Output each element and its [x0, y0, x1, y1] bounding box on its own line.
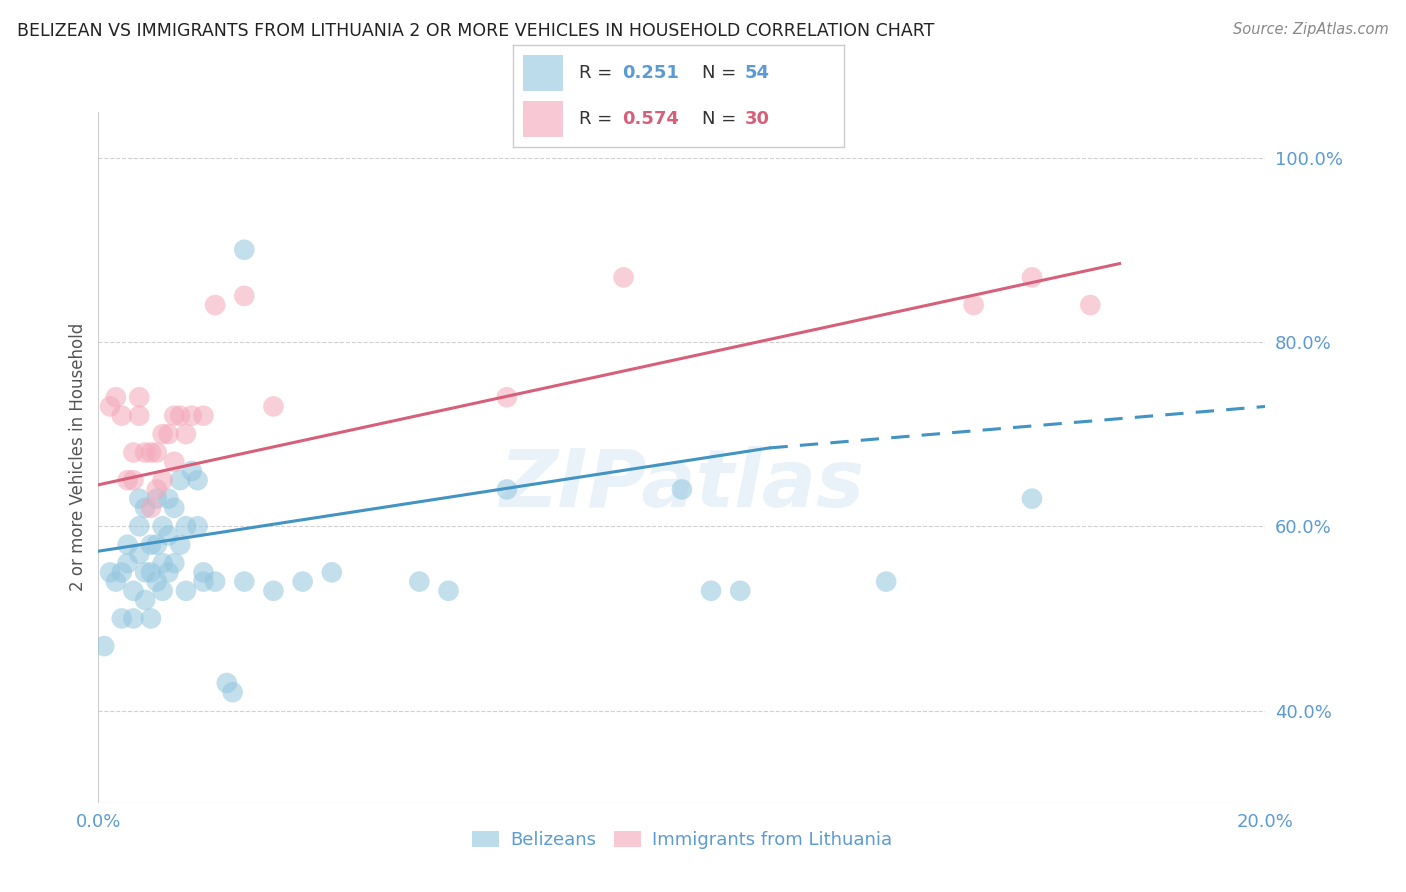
Point	[875, 574, 897, 589]
Point	[157, 427, 180, 442]
Point	[128, 519, 150, 533]
Point	[122, 445, 145, 459]
Point	[169, 409, 191, 423]
Point	[139, 538, 162, 552]
Text: N =: N =	[702, 110, 741, 128]
Point	[152, 473, 174, 487]
Point	[233, 243, 256, 257]
Point	[122, 473, 145, 487]
Text: BELIZEAN VS IMMIGRANTS FROM LITHUANIA 2 OR MORE VEHICLES IN HOUSEHOLD CORRELATIO: BELIZEAN VS IMMIGRANTS FROM LITHUANIA 2 …	[17, 22, 934, 40]
Text: 0.574: 0.574	[623, 110, 679, 128]
Text: N =: N =	[702, 64, 741, 82]
Point	[146, 483, 169, 497]
Point	[204, 298, 226, 312]
Point	[152, 583, 174, 598]
Text: ZIPatlas: ZIPatlas	[499, 446, 865, 524]
Point	[221, 685, 243, 699]
Point	[98, 400, 121, 414]
Point	[117, 473, 139, 487]
Point	[104, 390, 127, 404]
Point	[152, 427, 174, 442]
Point	[157, 491, 180, 506]
Point	[122, 611, 145, 625]
Point	[612, 270, 634, 285]
Point	[146, 538, 169, 552]
Point	[163, 500, 186, 515]
Point	[1021, 491, 1043, 506]
Point	[187, 519, 209, 533]
Point	[169, 473, 191, 487]
Point	[111, 409, 134, 423]
Point	[321, 566, 343, 580]
Point	[262, 583, 284, 598]
Point	[174, 583, 197, 598]
Bar	[523, 101, 562, 137]
Text: 54: 54	[745, 64, 769, 82]
Point	[117, 538, 139, 552]
Point	[1021, 270, 1043, 285]
Point	[146, 445, 169, 459]
Point	[730, 583, 752, 598]
Point	[193, 566, 215, 580]
Point	[134, 445, 156, 459]
Point	[111, 611, 134, 625]
Point	[233, 574, 256, 589]
Point	[134, 566, 156, 580]
Text: Source: ZipAtlas.com: Source: ZipAtlas.com	[1233, 22, 1389, 37]
Point	[1080, 298, 1102, 312]
Point	[180, 464, 202, 478]
Point	[291, 574, 314, 589]
Bar	[523, 55, 562, 91]
Point	[146, 491, 169, 506]
Point	[174, 427, 197, 442]
Point	[163, 455, 186, 469]
Point	[117, 556, 139, 570]
Point	[111, 566, 134, 580]
Y-axis label: 2 or more Vehicles in Household: 2 or more Vehicles in Household	[69, 323, 87, 591]
Point	[163, 409, 186, 423]
Point	[134, 500, 156, 515]
Point	[496, 390, 519, 404]
Point	[104, 574, 127, 589]
Point	[139, 500, 162, 515]
Point	[139, 611, 162, 625]
Point	[152, 556, 174, 570]
Point	[437, 583, 460, 598]
Point	[152, 519, 174, 533]
Point	[408, 574, 430, 589]
Point	[93, 639, 115, 653]
Point	[496, 483, 519, 497]
Text: 0.251: 0.251	[623, 64, 679, 82]
Legend: Belizeans, Immigrants from Lithuania: Belizeans, Immigrants from Lithuania	[464, 823, 900, 856]
Point	[157, 566, 180, 580]
Point	[163, 556, 186, 570]
Point	[204, 574, 226, 589]
Point	[128, 547, 150, 561]
Point	[134, 593, 156, 607]
Point	[139, 566, 162, 580]
Point	[157, 528, 180, 542]
Point	[169, 538, 191, 552]
Point	[193, 574, 215, 589]
Point	[139, 445, 162, 459]
Point	[233, 289, 256, 303]
Point	[193, 409, 215, 423]
Point	[187, 473, 209, 487]
Text: R =: R =	[579, 64, 619, 82]
Point	[215, 676, 238, 690]
Text: 30: 30	[745, 110, 769, 128]
Point	[98, 566, 121, 580]
Text: R =: R =	[579, 110, 619, 128]
Point	[128, 390, 150, 404]
Point	[122, 583, 145, 598]
Point	[262, 400, 284, 414]
Point	[180, 409, 202, 423]
Point	[128, 491, 150, 506]
Point	[671, 483, 693, 497]
Point	[174, 519, 197, 533]
Point	[700, 583, 723, 598]
Point	[146, 574, 169, 589]
Point	[128, 409, 150, 423]
Point	[962, 298, 984, 312]
